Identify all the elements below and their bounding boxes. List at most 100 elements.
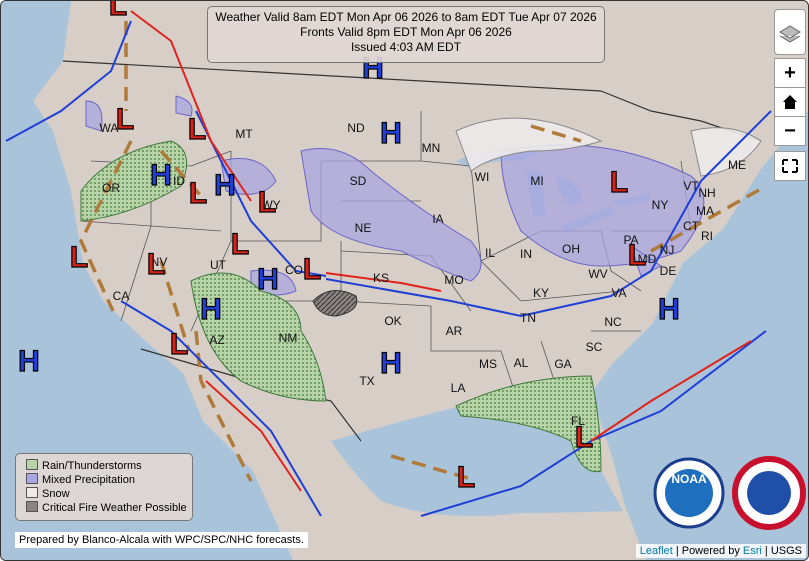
state-label: AL	[514, 356, 529, 370]
cold-front	[5, 20, 772, 517]
legend-label: Critical Fire Weather Possible	[42, 502, 187, 514]
state-label: AZ	[209, 333, 224, 347]
high-pressure: H	[257, 263, 279, 296]
state-label: MT	[235, 127, 253, 141]
high-pressure: H	[658, 293, 680, 326]
legend-item: Mixed Precipitation	[26, 473, 135, 487]
state-label: NJ	[660, 243, 675, 257]
state-label: IA	[432, 212, 443, 226]
header-line: Weather Valid 8am EDT Mon Apr 06 2026 to…	[215, 10, 597, 24]
low-pressure: L	[457, 461, 475, 494]
esri-link[interactable]: Esri	[742, 545, 762, 557]
fullscreen-button[interactable]	[774, 151, 806, 181]
legend-item: Rain/Thunderstorms	[26, 459, 142, 473]
zoom-in[interactable]: +	[774, 58, 806, 88]
state-label: DE	[660, 264, 677, 278]
trough	[79, 21, 767, 482]
state-label: NM	[279, 331, 298, 345]
state-label: NH	[698, 186, 715, 200]
high-pressure: H	[214, 169, 236, 202]
legend-label: Snow	[42, 488, 70, 500]
state-label: WV	[588, 267, 607, 281]
high-pressure: H	[150, 159, 172, 192]
state-label: CT	[683, 219, 700, 233]
low-pressure: L	[70, 241, 88, 274]
low-pressure: L	[116, 103, 134, 136]
forecast-header: Weather Valid 8am EDT Mon Apr 06 2026 to…	[207, 6, 605, 63]
leaflet-link[interactable]: Leaflet	[639, 545, 673, 557]
state-label: ND	[347, 121, 365, 135]
state-label: WI	[475, 170, 490, 184]
legend-item: Snow	[26, 487, 70, 501]
state-label: IL	[485, 246, 495, 260]
low-pressure: L	[231, 228, 249, 261]
state-label: NC	[604, 315, 622, 329]
state-label: MN	[422, 141, 441, 155]
header-line: Fronts Valid 8pm EDT Mon Apr 06 2026	[300, 25, 512, 39]
state-label: MD	[638, 252, 657, 266]
high-pressure: H	[18, 345, 40, 378]
state-label: OH	[562, 242, 580, 256]
state-label: WY	[261, 198, 280, 212]
state-label: OR	[102, 181, 120, 195]
warm-front	[130, 10, 752, 492]
low-pressure: L	[575, 421, 593, 454]
state-label: KY	[533, 286, 549, 300]
header-line: Issued 4:03 AM EDT	[350, 40, 462, 54]
high-pressure: H	[200, 293, 222, 326]
state-label: TN	[520, 311, 536, 325]
state-label: LA	[451, 381, 466, 395]
state-label: MO	[444, 273, 463, 287]
snow	[455, 117, 762, 177]
low-pressure: L	[188, 113, 206, 146]
state-label: FL	[571, 414, 585, 428]
state-label: ID	[173, 174, 185, 188]
zoom-out[interactable]: −	[774, 116, 806, 146]
low-pressure: L	[109, 1, 127, 22]
state-label: GA	[554, 357, 571, 371]
legend: Rain/Thunderstorms Mixed Precipitation S…	[15, 453, 193, 521]
state-label: RI	[701, 229, 713, 243]
low-pressure: L	[170, 328, 188, 361]
attribution: Leaflet | Powered by Esri | USGS	[635, 544, 806, 558]
low-pressure: L	[628, 239, 646, 272]
state-label: MS	[479, 357, 497, 371]
state-label: NY	[652, 198, 669, 212]
credit: Prepared by Blanco-Alcala with WPC/SPC/N…	[15, 532, 308, 548]
pacific	[1, 1, 293, 560]
state-label: NE	[355, 221, 372, 235]
state-label: CA	[113, 289, 130, 303]
layers-button[interactable]	[774, 9, 806, 55]
state-label: UT	[210, 258, 227, 272]
home-button[interactable]	[774, 87, 806, 117]
low-pressure: L	[303, 253, 321, 286]
state-label: MA	[696, 204, 714, 218]
low-pressure: L	[610, 166, 628, 199]
legend-label: Rain/Thunderstorms	[42, 460, 142, 472]
high-pressure: H	[380, 347, 402, 380]
low-pressure: L	[147, 248, 165, 281]
attribution-text: | USGS	[764, 545, 802, 557]
state-label: TX	[359, 374, 374, 388]
state-label: MI	[530, 174, 543, 188]
legend-item: Critical Fire Weather Possible	[26, 501, 187, 515]
low-pressure: L	[189, 177, 207, 210]
state-label: OK	[384, 314, 401, 328]
state-label: CO	[285, 263, 303, 277]
low-pressure: L	[258, 186, 276, 219]
state-label: KS	[373, 271, 389, 285]
legend-label: Mixed Precipitation	[42, 474, 135, 486]
state-label: VA	[611, 286, 626, 300]
high-pressure: H	[380, 117, 402, 150]
state-label: VT	[683, 179, 699, 193]
state-label: WA	[100, 121, 119, 135]
atlantic	[591, 111, 808, 560]
attribution-text: | Powered by	[675, 545, 740, 557]
state-label: SD	[350, 174, 367, 188]
state-label: ME	[728, 158, 746, 172]
state-label: PA	[623, 233, 638, 247]
rain-thunder	[80, 140, 602, 473]
state-label: SC	[586, 340, 603, 354]
